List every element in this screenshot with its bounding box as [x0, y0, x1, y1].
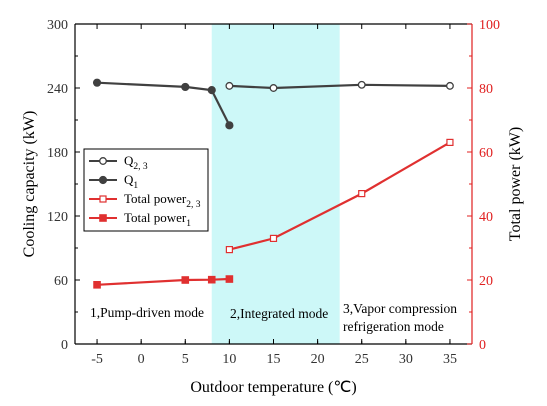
y-left-axis-label: Cooling capacity (kW) [21, 111, 38, 258]
x-tick-label: 0 [138, 352, 145, 367]
x-tick-label: 15 [267, 352, 281, 367]
legend-label-subscript: 1 [186, 219, 191, 229]
data-point [446, 138, 454, 146]
mode-3-label: refrigeration mode [343, 319, 444, 334]
legend-label-subscript: 2, 3 [186, 200, 201, 210]
series-line [97, 277, 230, 286]
legend-label-main: Q [124, 153, 134, 168]
mode-2-label: 2,Integrated mode [230, 306, 328, 321]
series-1 [92, 78, 234, 130]
data-point [93, 281, 101, 289]
y-left-tick-label: 240 [47, 82, 68, 97]
y-right-tick-label: 40 [479, 210, 493, 225]
mode-1-label: 1,Pump-driven mode [90, 305, 204, 320]
y-right-tick-label: 60 [479, 146, 493, 161]
legend-label-subscript: 1 [133, 181, 138, 191]
y-left-tick-label: 300 [47, 18, 68, 33]
series-3 [93, 275, 234, 289]
data-point [358, 190, 366, 198]
data-point [225, 246, 233, 254]
legend-label-subscript: 2, 3 [133, 162, 148, 172]
x-tick-label: 5 [182, 352, 189, 367]
data-point [207, 275, 216, 284]
data-point [92, 78, 102, 87]
legend-entry-0: Q2, 3 [89, 153, 148, 172]
data-point [225, 81, 234, 90]
y-left-tick-label: 60 [54, 274, 68, 289]
x-tick-label: 30 [399, 352, 413, 367]
legend-label-main: Total power [124, 191, 187, 206]
y-right-tick-label: 80 [479, 82, 493, 97]
series-line [229, 83, 450, 90]
legend-entry-2: Total power2, 3 [89, 191, 201, 210]
data-point [357, 80, 366, 89]
series-line [97, 81, 231, 126]
x-tick-label: 10 [222, 352, 236, 367]
legend-swatch-marker [99, 195, 107, 203]
integrated-mode-region [211, 24, 340, 344]
mode-3-label: 3,Vapor compression [343, 301, 457, 316]
legend-label: Total power1 [124, 210, 191, 229]
series-2 [225, 138, 454, 254]
y-right-tick-label: 0 [479, 338, 486, 353]
data-point [225, 121, 234, 130]
data-point [181, 276, 190, 284]
y-right-axis-label: Total power (kW) [507, 127, 524, 241]
legend-label-main: Q [124, 172, 134, 187]
y-left-tick-label: 120 [47, 210, 68, 225]
x-tick-label: 35 [443, 352, 457, 367]
legend-entry-1: Q1 [89, 172, 138, 191]
y-left-tick-label: 180 [47, 146, 68, 161]
legend-label-main: Total power [124, 210, 187, 225]
legend-label: Q1 [124, 172, 138, 191]
data-point [225, 275, 234, 283]
y-left-tick-label: 0 [61, 338, 68, 353]
legend-swatch-marker [99, 157, 107, 165]
legend-entry-3: Total power1 [89, 210, 191, 229]
x-tick-label: 25 [355, 352, 369, 367]
legend-label: Total power2, 3 [124, 191, 201, 210]
x-tick-label: -5 [91, 352, 103, 367]
data-point [445, 81, 454, 90]
data-point [207, 86, 216, 95]
data-point [269, 84, 278, 92]
series-0 [225, 80, 454, 92]
y-right-tick-label: 100 [479, 18, 500, 33]
legend-swatch-marker [98, 175, 108, 185]
data-point [181, 82, 190, 92]
x-tick-label: 20 [311, 352, 325, 367]
legend-swatch-marker [99, 214, 107, 222]
x-axis-label: Outdoor temperature (℃) [190, 379, 356, 396]
series-line [229, 141, 451, 251]
legend-label: Q2, 3 [124, 153, 148, 172]
y-right-tick-label: 20 [479, 274, 493, 289]
data-point [269, 234, 278, 242]
